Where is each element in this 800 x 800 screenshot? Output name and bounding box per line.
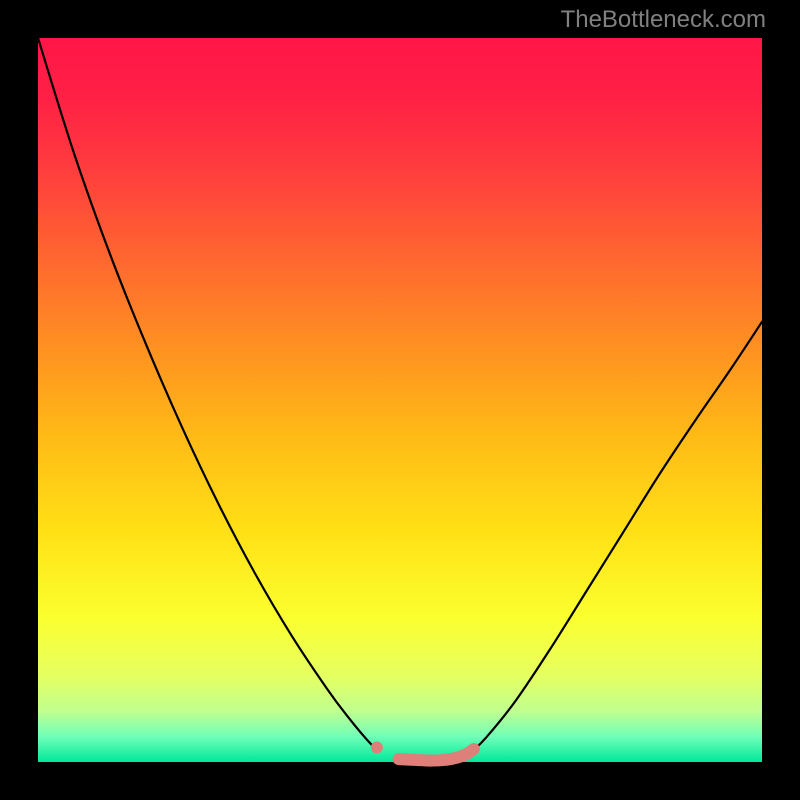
plot-gradient-background xyxy=(38,38,762,762)
watermark-text: TheBottleneck.com xyxy=(561,6,766,34)
chart-container: TheBottleneck.com xyxy=(0,0,800,800)
